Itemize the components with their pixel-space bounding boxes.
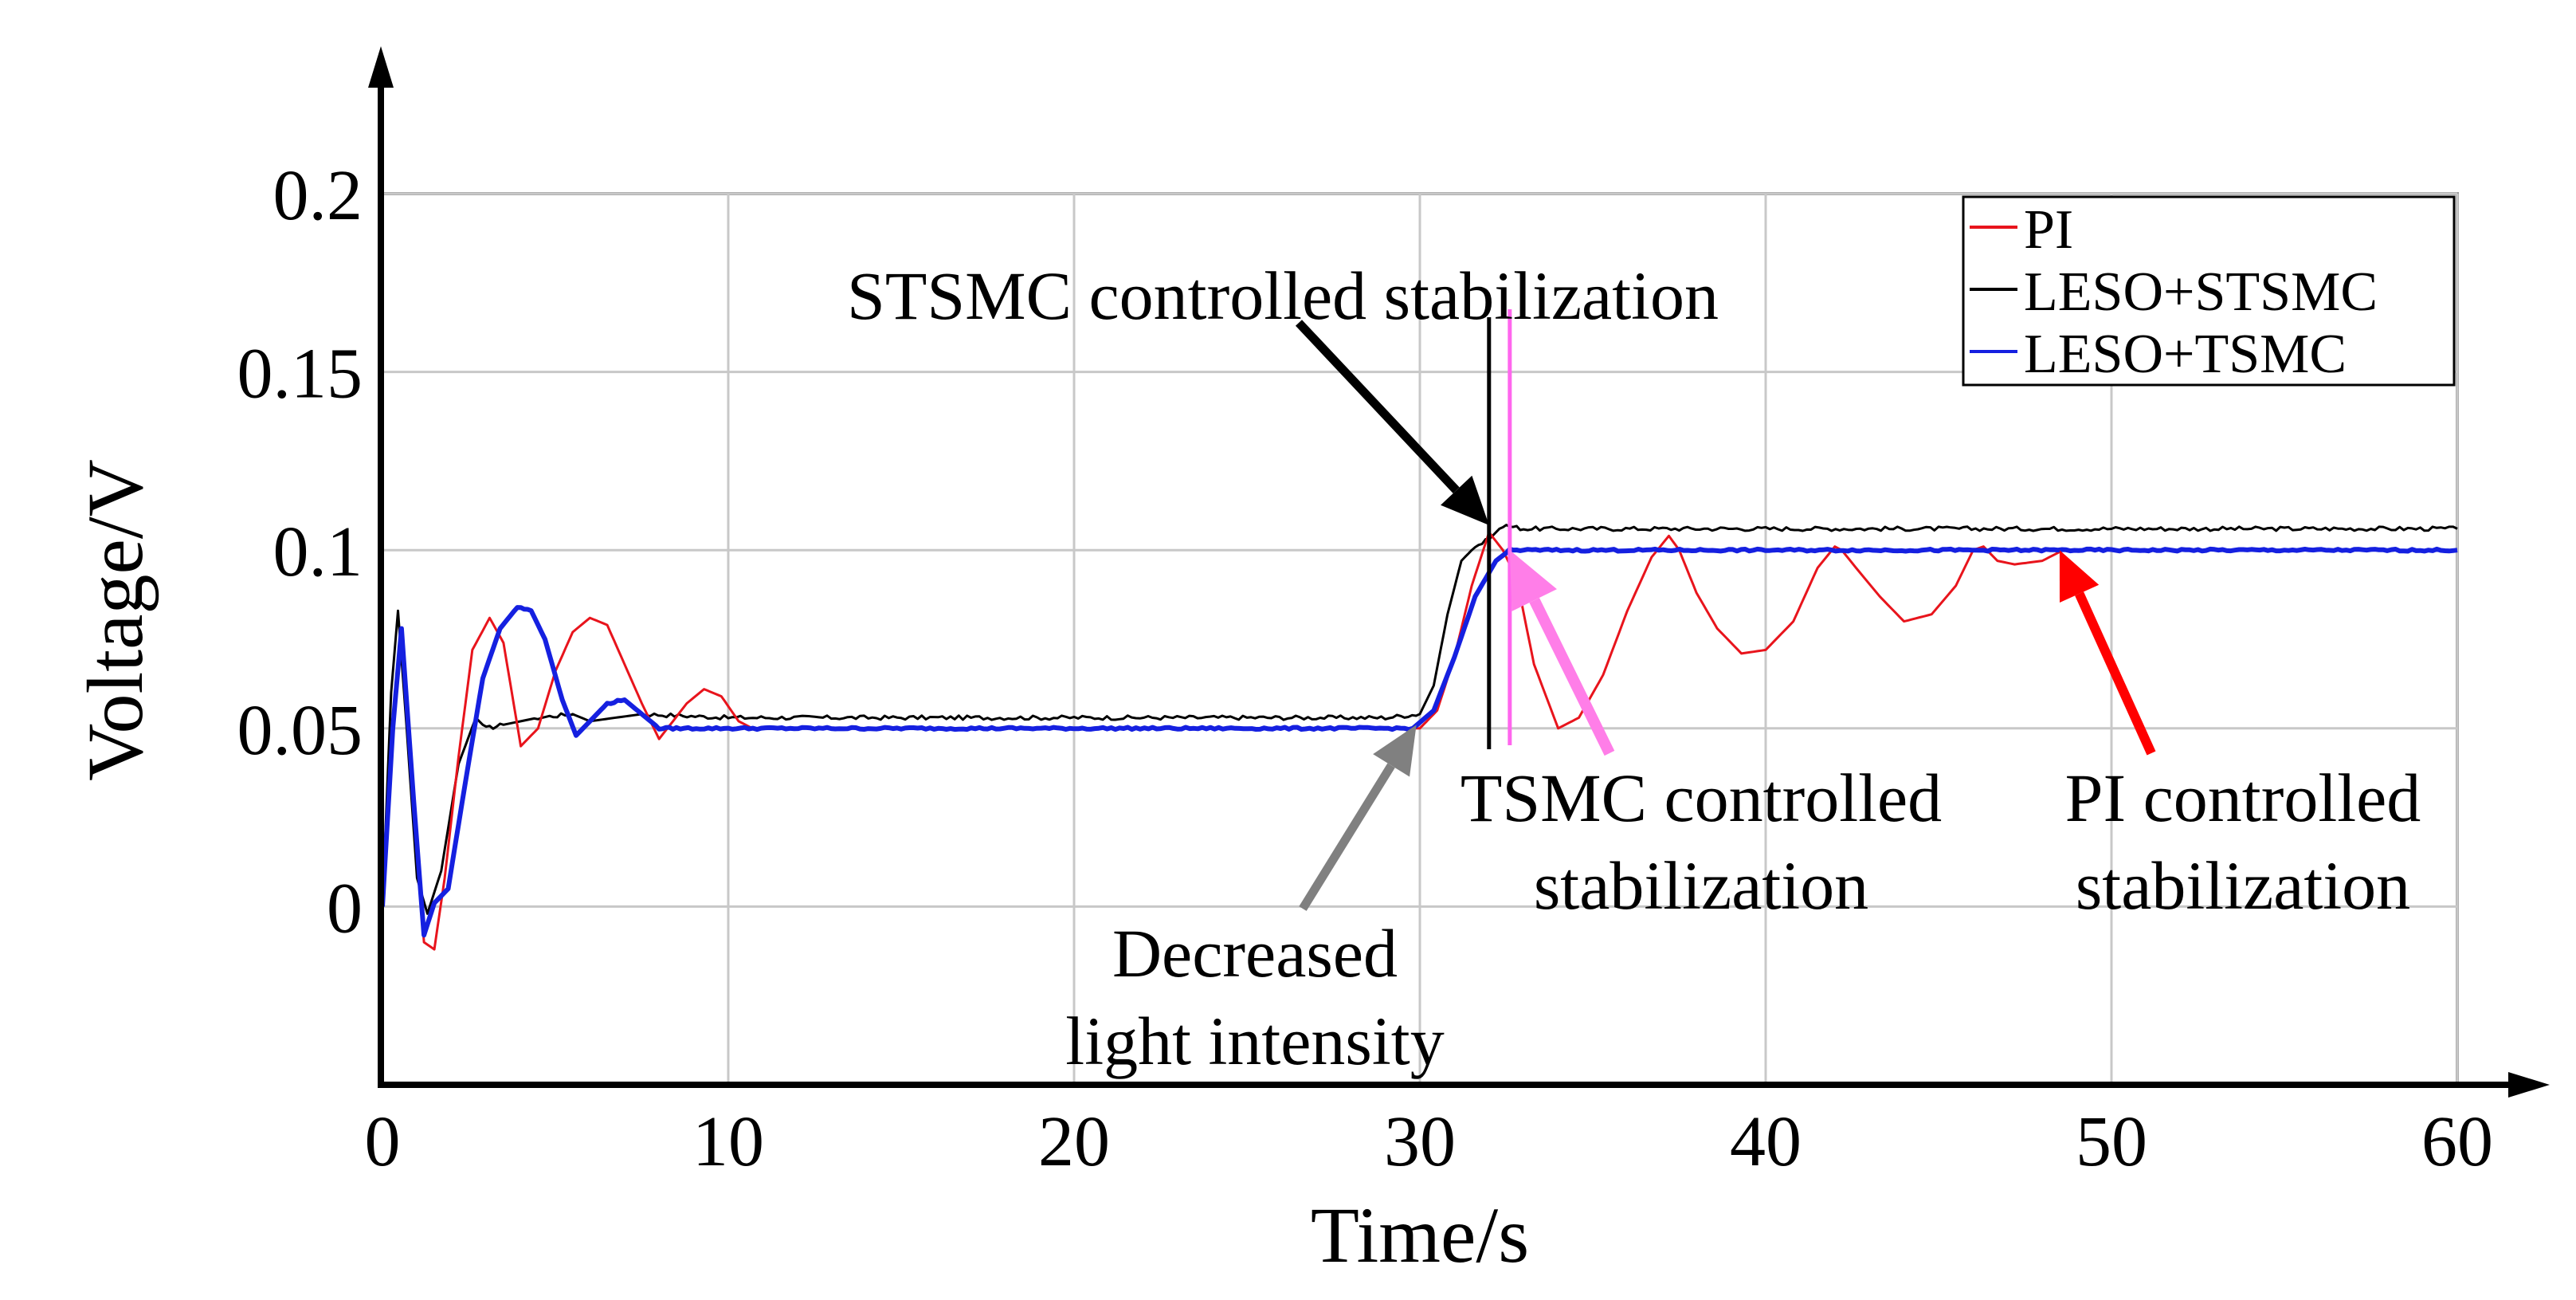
legend-label: LESO+TSMC	[2024, 324, 2347, 385]
y-axis-label: Voltage/V	[71, 459, 159, 781]
y-tick-label: 0	[327, 869, 363, 948]
axes	[368, 46, 2550, 1098]
legend-label: LESO+STSMC	[2024, 261, 2378, 323]
annotation-text: PI controlled	[2065, 760, 2421, 836]
annotation-arrow-head	[1509, 550, 1557, 611]
y-tick-label: 0.1	[273, 513, 363, 591]
x-tick-label: 30	[1384, 1102, 1456, 1181]
legend-label: PI	[2024, 199, 2073, 261]
grid	[382, 192, 2459, 1085]
annotation-arrow-head	[1441, 475, 1489, 525]
y-tick-label: 0.2	[273, 156, 363, 235]
annotation-text: light intensity	[1065, 1003, 1444, 1079]
x-tick-label: 20	[1038, 1102, 1110, 1181]
x-axis-arrow	[2508, 1072, 2550, 1098]
annotation-arrow-shaft	[2075, 591, 2156, 756]
x-axis-label: Time/s	[1311, 1191, 1529, 1279]
series-layer	[380, 524, 2458, 951]
annotation-text: STSMC controlled stabilization	[847, 257, 1719, 334]
series-line-leso-tsmc	[380, 546, 2458, 938]
series-line-leso-stsmc	[381, 524, 2458, 915]
marker-layer	[1487, 309, 1512, 749]
x-tick-label: 50	[2076, 1102, 2147, 1181]
x-tick-label: 40	[1730, 1102, 1802, 1181]
annotation-layer: STSMC controlled stabilization TSMC contr…	[847, 257, 2421, 1079]
tick-labels: 0 10 20 30 40 50 60 0 0.05 0.1 0.15 0.2	[237, 156, 2494, 1181]
annotation-arrow-head	[1373, 725, 1417, 777]
y-tick-label: 0.15	[237, 335, 363, 414]
x-tick-label: 60	[2421, 1102, 2493, 1181]
annotation-text: Decreased	[1112, 915, 1398, 992]
annotation-text: TSMC controlled	[1461, 760, 1942, 836]
y-axis-arrow	[368, 46, 394, 88]
legend-box	[1962, 195, 2456, 387]
y-tick-label: 0.05	[237, 691, 363, 770]
x-tick-label: 0	[365, 1102, 401, 1181]
annotation-text: stabilization	[2076, 847, 2410, 924]
annotation-arrow-shaft	[1295, 320, 1460, 493]
x-tick-label: 10	[692, 1102, 764, 1181]
annotation-arrow-shaft	[1299, 763, 1395, 911]
annotation-text: stabilization	[1534, 847, 1868, 924]
annotation-arrow-shaft	[1529, 597, 1615, 756]
annotation-arrow-head	[2059, 550, 2100, 603]
